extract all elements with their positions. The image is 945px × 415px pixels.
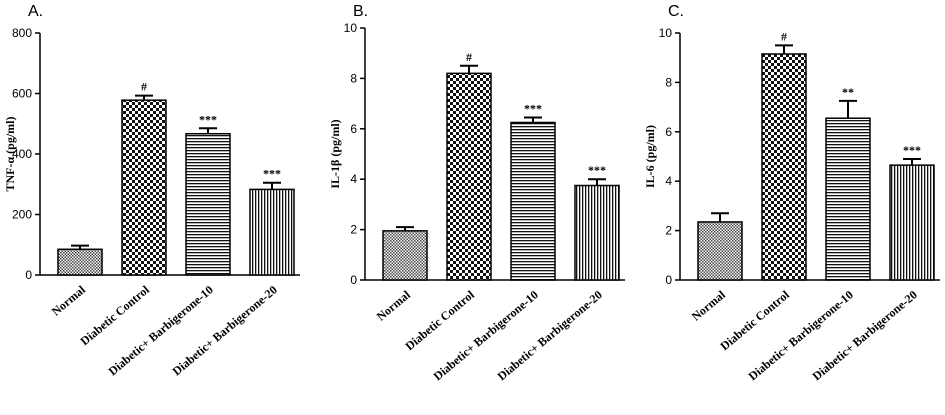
bar (825, 117, 871, 281)
x-tick-label: Diabetic+ Barbigerone-10 (431, 288, 541, 384)
y-tick-label: 0 (350, 273, 357, 287)
bar (57, 248, 103, 276)
y-tick-label: 0 (25, 268, 32, 282)
significance-label: *** (588, 163, 606, 177)
y-tick-label: 6 (350, 122, 357, 136)
significance-label: # (141, 80, 147, 94)
x-tick-label: Diabetic+ Barbigerone-10 (106, 283, 216, 379)
panel-label: A. (28, 3, 43, 20)
y-tick-label: 8 (665, 75, 672, 89)
significance-label: *** (524, 101, 542, 115)
bar (185, 132, 231, 276)
bar (446, 72, 492, 281)
significance-label: *** (263, 167, 281, 181)
y-tick-label: 600 (12, 87, 32, 101)
x-tick-label: Diabetic+ Barbigerone-20 (170, 283, 280, 379)
x-tick-label: Diabetic+ Barbigerone-10 (746, 288, 856, 384)
bar (761, 53, 807, 281)
panel-label: C. (668, 3, 684, 20)
bar (697, 221, 743, 281)
significance-label: ** (842, 85, 854, 99)
bar (382, 230, 428, 281)
y-tick-label: 8 (350, 71, 357, 85)
bar (889, 164, 935, 281)
y-tick-label: 0 (665, 273, 672, 287)
x-tick-label: Normal (374, 287, 414, 323)
significance-label: # (781, 29, 787, 43)
y-tick-label: 800 (12, 26, 32, 40)
y-tick-label: 10 (344, 21, 358, 35)
x-tick-label: Normal (49, 282, 89, 318)
panel: A. TNF-α (pg/ml) 0 200 400 600 800 Normal # Diabe… (3, 3, 300, 378)
significance-label: *** (903, 143, 921, 157)
y-axis-label: IL-1β (pg/ml) (328, 119, 342, 188)
panel-label: B. (353, 3, 368, 20)
y-tick-label: 4 (665, 174, 672, 188)
bar (574, 184, 620, 281)
y-tick-label: 6 (665, 125, 672, 139)
y-tick-label: 400 (12, 147, 32, 161)
y-tick-label: 2 (350, 223, 357, 237)
bar (510, 121, 556, 281)
bar (121, 99, 167, 276)
x-tick-label: Normal (689, 287, 729, 323)
y-tick-label: 10 (659, 26, 673, 40)
y-tick-label: 4 (350, 172, 357, 186)
x-tick-label: Diabetic+ Barbigerone-20 (495, 288, 605, 384)
significance-label: *** (199, 112, 217, 126)
y-axis-label: IL-6 (pg/ml) (643, 125, 657, 188)
y-tick-label: 2 (665, 224, 672, 238)
x-tick-label: Diabetic+ Barbigerone-20 (810, 288, 920, 384)
y-tick-label: 200 (12, 208, 32, 222)
y-axis-label: TNF-α (pg/ml) (3, 116, 17, 191)
bar (249, 188, 295, 276)
significance-label: # (466, 50, 472, 64)
